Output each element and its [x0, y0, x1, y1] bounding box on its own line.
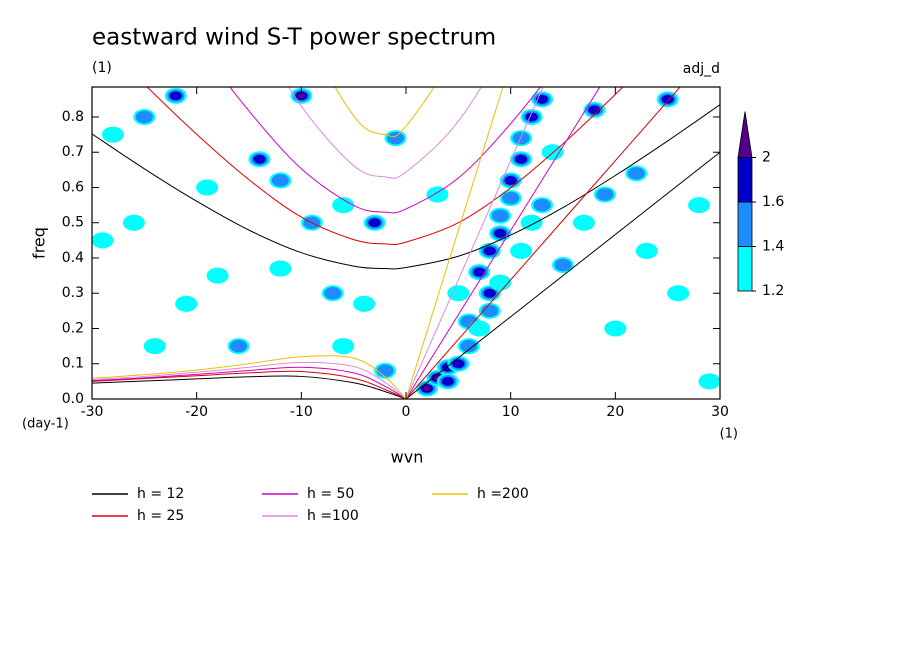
contour-blob [101, 126, 124, 143]
spectrum-field [92, 87, 720, 397]
contour-blob [494, 228, 507, 238]
dispersion-curve [92, 87, 544, 399]
contour-blob [196, 179, 219, 196]
contour-blob [489, 274, 512, 291]
contour-blob [441, 376, 455, 386]
x-tick-label: 10 [502, 404, 520, 420]
contour-blob [452, 359, 465, 369]
colorbar-label: 2 [762, 150, 771, 166]
x-axis-label: wvn [391, 448, 424, 467]
legend-label: h =200 [477, 486, 529, 502]
legend-label: h = 25 [137, 508, 184, 524]
contour-blob [447, 285, 470, 302]
colorbar-label: 1.4 [762, 239, 784, 255]
colorbar-arrow [737, 111, 753, 158]
colorbar-label: 1.2 [762, 283, 784, 299]
y-tick-label: 0.6 [62, 179, 84, 195]
colorbar-box [737, 246, 753, 292]
x-tick-label: 20 [606, 404, 624, 420]
legend-label: h = 12 [137, 486, 184, 502]
contour-blob [473, 267, 486, 277]
subtitle: (1) [92, 60, 112, 76]
contour-blob [423, 385, 431, 392]
dispersion-curve [92, 87, 601, 399]
contour-blob [510, 242, 533, 259]
contour-blob [368, 218, 381, 228]
y-tick-label: 0.7 [62, 144, 84, 160]
contour-blob [353, 295, 376, 312]
y-unit: (day-1) [22, 417, 69, 432]
legend-label: h = 50 [307, 486, 354, 502]
contour-blob [481, 304, 499, 318]
annotation: adj_d [683, 61, 720, 77]
contour-blob [491, 209, 509, 222]
contour-blob [635, 242, 658, 259]
contour-blob [512, 131, 530, 145]
contour-blob [426, 186, 449, 203]
contour-blob [169, 91, 182, 101]
x-unit: (1) [720, 427, 738, 442]
contour-blob [332, 338, 355, 355]
contour-blob [483, 246, 496, 256]
contour-blob [92, 232, 114, 249]
plot-frame [91, 86, 721, 400]
contour-blob [604, 320, 627, 337]
contour-blob [269, 260, 292, 277]
dispersion-curves [92, 87, 720, 399]
dispersion-curve [92, 87, 681, 399]
y-tick-label: 0.8 [62, 109, 84, 125]
contour-blob [229, 339, 248, 353]
contour-blob [483, 288, 496, 298]
contour-blob [122, 214, 145, 231]
contour-blob [271, 174, 289, 187]
contour-blob [460, 339, 478, 353]
y-axis-label: freq [30, 227, 49, 259]
x-tick-label: -20 [185, 404, 208, 420]
legend: h = 12 h = 25 h = 50 h =100 h =200 [92, 486, 529, 524]
contour-blob [698, 373, 720, 390]
x-tick-label: 30 [711, 404, 729, 420]
y-tick-label: 0.1 [62, 356, 84, 372]
contour-blob [572, 214, 595, 231]
contour-blob [253, 154, 266, 164]
contour-blob [627, 167, 645, 180]
contour-blob [376, 364, 394, 378]
y-tick-label: 0.5 [62, 215, 84, 231]
contour-blob [514, 154, 528, 164]
contour-blob [143, 338, 166, 355]
colorbar-label: 1.6 [762, 194, 784, 210]
y-tick-label: 0.0 [62, 391, 84, 407]
y-tick-label: 0.2 [62, 320, 84, 336]
contour-blob [667, 285, 690, 302]
contour-blob [206, 267, 229, 284]
contour-blob [504, 175, 517, 185]
legend-label: h =100 [307, 508, 359, 524]
contour-blob [520, 214, 543, 231]
x-tick-label: -30 [81, 404, 104, 420]
contour-blob [135, 110, 153, 124]
axes: -30 -20 -10 0 10 20 30 0.0 0.1 0.2 0.3 0.4 0.5 0.6 0.7… [62, 87, 729, 420]
x-tick-label: -10 [290, 404, 313, 420]
contour-blob [324, 286, 342, 300]
colorbar-box [737, 157, 753, 203]
contour-blob [297, 93, 306, 99]
dispersion-curve [92, 104, 720, 399]
x-tick-label: 0 [402, 404, 411, 420]
y-tick-label: 0.4 [62, 250, 84, 266]
chart-title: eastward wind S-T power spectrum [92, 25, 496, 51]
colorbar-box [737, 201, 753, 247]
colorbar: 1.2 1.4 1.6 2 [737, 111, 784, 299]
contour-blob [533, 198, 551, 212]
contour-blob [332, 197, 355, 214]
dispersion-curve [92, 87, 504, 399]
contour-blob [386, 131, 405, 145]
y-tick-label: 0.3 [62, 285, 84, 301]
contour-blob [502, 191, 520, 205]
contour-blob [175, 295, 198, 312]
contour-blob [688, 197, 711, 214]
contour-blob [554, 258, 572, 272]
contour-blob [468, 320, 491, 337]
contour-blob [596, 188, 614, 201]
